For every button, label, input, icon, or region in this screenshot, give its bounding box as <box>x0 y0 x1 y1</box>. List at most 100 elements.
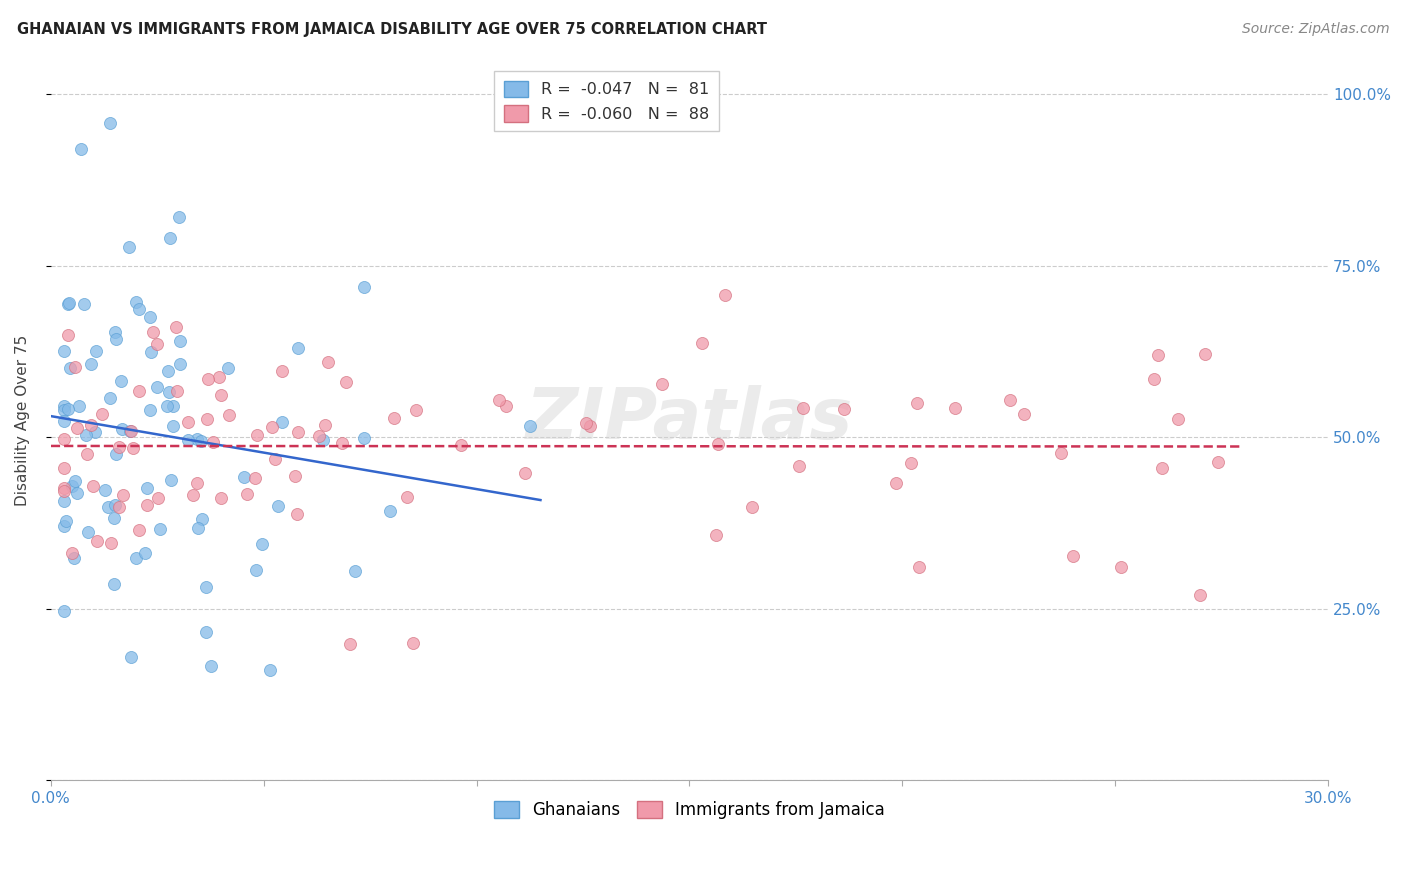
Point <box>52 432 75 446</box>
Point <box>287 425 309 439</box>
Point <box>128 384 150 398</box>
Point <box>58 328 80 343</box>
Text: ZIPatlas: ZIPatlas <box>526 385 853 454</box>
Point <box>67 399 90 413</box>
Point <box>59 361 82 376</box>
Point <box>177 433 200 447</box>
Point <box>201 435 224 450</box>
Point <box>63 360 86 375</box>
Point <box>169 357 191 371</box>
Point <box>209 388 232 402</box>
Y-axis label: Disability Age Over 75: Disability Age Over 75 <box>15 334 30 506</box>
Point <box>111 488 134 502</box>
Point <box>103 576 125 591</box>
Point <box>1050 446 1073 460</box>
Point <box>63 475 86 489</box>
Point <box>208 370 231 384</box>
Point <box>287 341 309 355</box>
Point <box>52 403 75 417</box>
Point <box>90 407 112 421</box>
Point <box>245 563 267 577</box>
Point <box>579 419 602 434</box>
Point <box>236 487 259 501</box>
Point <box>69 142 91 156</box>
Point <box>76 524 98 539</box>
Point <box>52 343 75 358</box>
Point <box>1189 588 1212 602</box>
Point <box>907 560 929 574</box>
Point <box>1109 560 1132 574</box>
Point <box>209 491 232 506</box>
Point <box>58 296 80 310</box>
Point <box>52 414 75 428</box>
Point <box>191 512 214 526</box>
Point <box>120 649 142 664</box>
Point <box>190 434 212 449</box>
Point <box>165 319 187 334</box>
Point <box>186 432 208 446</box>
Point <box>259 663 281 677</box>
Point <box>104 447 127 461</box>
Point <box>1146 348 1168 362</box>
Point <box>905 396 928 410</box>
Point <box>156 399 179 413</box>
Point <box>149 522 172 536</box>
Point <box>82 479 104 493</box>
Point <box>195 412 218 426</box>
Point <box>110 375 132 389</box>
Point <box>176 416 198 430</box>
Point <box>260 420 283 434</box>
Point <box>270 415 292 429</box>
Point <box>60 479 83 493</box>
Point <box>111 421 134 435</box>
Point <box>405 403 427 417</box>
Point <box>195 581 218 595</box>
Point <box>250 537 273 551</box>
Point <box>84 344 107 359</box>
Point <box>79 417 101 432</box>
Point <box>200 659 222 673</box>
Point <box>128 523 150 537</box>
Point <box>495 399 517 413</box>
Point <box>118 424 141 438</box>
Point <box>488 392 510 407</box>
Point <box>714 288 737 302</box>
Text: Source: ZipAtlas.com: Source: ZipAtlas.com <box>1241 22 1389 37</box>
Point <box>335 375 357 389</box>
Point <box>125 550 148 565</box>
Point <box>1194 347 1216 361</box>
Point <box>159 231 181 245</box>
Point <box>308 428 330 442</box>
Point <box>108 500 131 514</box>
Point <box>704 527 727 541</box>
Point <box>169 334 191 349</box>
Point <box>339 637 361 651</box>
Point <box>1206 455 1229 469</box>
Point <box>186 475 208 490</box>
Point <box>136 482 159 496</box>
Point <box>263 452 285 467</box>
Point <box>707 436 730 450</box>
Point <box>73 296 96 310</box>
Point <box>52 399 75 413</box>
Point <box>75 427 97 442</box>
Point <box>266 500 288 514</box>
Point <box>884 476 907 491</box>
Point <box>142 325 165 339</box>
Point <box>86 533 108 548</box>
Point <box>120 424 142 438</box>
Point <box>55 514 77 528</box>
Point <box>789 459 811 474</box>
Point <box>139 402 162 417</box>
Point <box>195 624 218 639</box>
Point <box>450 438 472 452</box>
Point <box>945 401 967 415</box>
Point <box>1012 407 1035 421</box>
Point <box>52 484 75 499</box>
Point <box>80 357 103 371</box>
Point <box>104 498 127 512</box>
Point <box>118 240 141 254</box>
Point <box>353 280 375 294</box>
Point <box>104 325 127 339</box>
Point <box>52 604 75 618</box>
